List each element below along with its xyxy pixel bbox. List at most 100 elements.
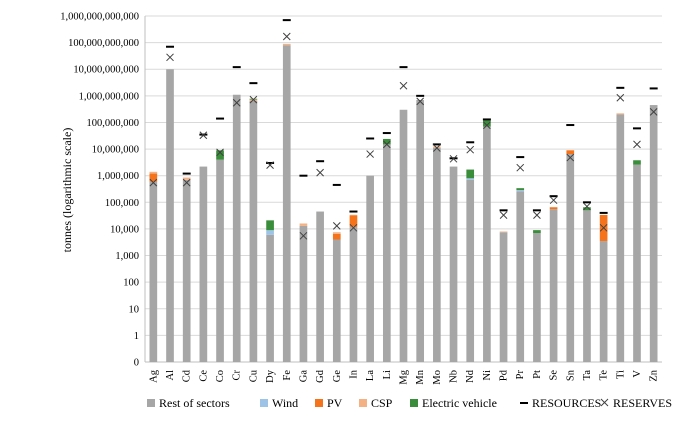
reserves-x-stroke xyxy=(416,97,425,106)
legend-label: RESERVES xyxy=(613,396,672,410)
bar-electric-vehicle-nd xyxy=(466,169,475,179)
y-tick-label: 10,000,000,000 xyxy=(73,65,139,76)
reserves-x-stroke xyxy=(332,222,341,230)
x-tick-label-ta: Ta xyxy=(582,370,593,381)
x-tick-label-co: Co xyxy=(215,370,226,382)
bar-rest-of-sectors-li xyxy=(382,144,391,362)
bar-rest-of-sectors-ce xyxy=(199,166,208,362)
bar-rest-of-sectors-cd xyxy=(182,179,191,362)
bar-rest-of-sectors-pd xyxy=(499,232,508,362)
y-tick-label: 100,000,000 xyxy=(87,118,140,129)
x-tick-label-mg: Mg xyxy=(399,369,410,384)
reserves-x-stroke xyxy=(549,196,558,205)
bar-rest-of-sectors-ni xyxy=(483,126,491,362)
x-tick-label-in: In xyxy=(348,369,359,378)
bar-rest-of-sectors-zn xyxy=(649,105,658,362)
bar-electric-vehicle-dy xyxy=(266,220,274,231)
reserves-x-stroke xyxy=(266,161,274,169)
bar-electric-vehicle-v xyxy=(633,160,641,165)
x-tick-label-cr: Cr xyxy=(232,369,243,380)
reserves-marker-cu xyxy=(249,95,258,104)
reserves-x-stroke xyxy=(199,131,208,140)
bar-pv-sn xyxy=(566,150,575,155)
bar-rest-of-sectors-sn xyxy=(566,154,575,362)
reserves-x-stroke xyxy=(466,145,475,154)
bar-csp-pd xyxy=(499,231,508,233)
y-tick-label: 100 xyxy=(123,278,139,289)
reserves-marker-mn xyxy=(416,97,425,106)
bar-rest-of-sectors-pr xyxy=(516,191,525,362)
reserves-marker-pr xyxy=(516,163,525,172)
x-tick-label-te: Te xyxy=(599,370,610,381)
legend-swatch xyxy=(260,399,268,407)
reserves-marker-nd xyxy=(466,145,475,154)
bar-csp-mo xyxy=(433,146,441,148)
bar-csp-fe xyxy=(282,43,291,46)
bar-electric-vehicle-ta xyxy=(583,207,591,211)
bar-csp-ti xyxy=(616,113,625,115)
bar-electric-vehicle-pt xyxy=(533,230,541,234)
x-tick-label-fe: Fe xyxy=(282,370,293,381)
x-tick-label-ni: Ni xyxy=(482,370,493,381)
reserves-marker-nb xyxy=(449,154,458,163)
reserves-marker-sn xyxy=(566,153,575,162)
reserves-x-stroke xyxy=(149,178,158,187)
bar-rest-of-sectors-ge xyxy=(332,239,341,362)
x-tick-label-pd: Pd xyxy=(499,369,510,381)
reserves-x-stroke xyxy=(282,32,291,41)
reserves-marker-ti xyxy=(616,93,625,102)
reserves-marker-ge xyxy=(332,222,341,230)
reserves-x-stroke xyxy=(366,150,374,158)
reserves-x-stroke xyxy=(616,93,625,102)
bar-rest-of-sectors-dy xyxy=(266,234,274,362)
legend-item-wind: Wind xyxy=(260,396,298,410)
marker-layer xyxy=(149,19,658,240)
x-tick-label-v: V xyxy=(632,370,643,378)
reserves-marker-cd xyxy=(182,178,191,187)
bar-rest-of-sectors-nd xyxy=(466,179,475,362)
x-tick-label-dy: Dy xyxy=(265,369,276,383)
x-tick-label-zn: Zn xyxy=(649,369,660,381)
reserves-x-stroke xyxy=(349,223,358,232)
reserves-x-stroke xyxy=(449,154,458,163)
y-tick-label: 1 xyxy=(134,331,139,342)
reserves-x-stroke xyxy=(216,148,224,157)
reserves-marker-fe xyxy=(282,32,291,41)
reserves-marker-la xyxy=(366,150,374,158)
bar-rest-of-sectors-nb xyxy=(449,166,458,362)
legend-swatch xyxy=(147,399,155,407)
reserves-x-stroke xyxy=(316,168,324,177)
bar-rest-of-sectors-la xyxy=(366,175,374,362)
reserves-marker-al xyxy=(166,53,174,62)
bar-rest-of-sectors-fe xyxy=(282,45,291,363)
legend-item-csp: CSP xyxy=(359,396,393,410)
reserves-marker-ce xyxy=(199,131,208,140)
legend-swatch xyxy=(410,399,418,407)
x-tick-label-nb: Nb xyxy=(449,370,460,383)
reserves-x-stroke xyxy=(249,95,258,104)
reserves-marker-zn xyxy=(649,108,658,116)
legend-item-pv: PV xyxy=(315,396,343,410)
bar-pv-se xyxy=(549,207,558,210)
reserves-x-stroke xyxy=(499,211,508,219)
reserves-x-stroke xyxy=(382,140,391,149)
bar-csp-ag xyxy=(149,171,158,174)
y-tick-label: 10 xyxy=(129,304,140,315)
legend-label: Electric vehicle xyxy=(422,396,497,410)
x-axis-ticks: Ag Al Cd Ce Co Cr Cu Dy Fe Ga Gd Ge In La Li Mg Mn Mo Nb Nd… xyxy=(148,369,659,384)
bar-pv-ag xyxy=(149,173,158,182)
bar-rest-of-sectors-cu xyxy=(249,100,258,363)
x-tick-label-ti: Ti xyxy=(615,370,626,379)
bar-csp-cd xyxy=(182,177,191,180)
bar-electric-vehicle-pr xyxy=(516,188,525,191)
bar-rest-of-sectors-pt xyxy=(533,233,541,362)
bar-rest-of-sectors-mn xyxy=(416,99,425,362)
reserves-marker-pt xyxy=(533,211,541,219)
bar-rest-of-sectors-al xyxy=(166,69,174,362)
bar-rest-of-sectors-cr xyxy=(232,94,241,362)
bar-electric-vehicle-co xyxy=(216,150,224,160)
legend-swatch xyxy=(315,399,323,407)
legend-item-resources: RESOURCES xyxy=(520,396,601,410)
y-tick-label: 1,000 xyxy=(115,251,139,262)
